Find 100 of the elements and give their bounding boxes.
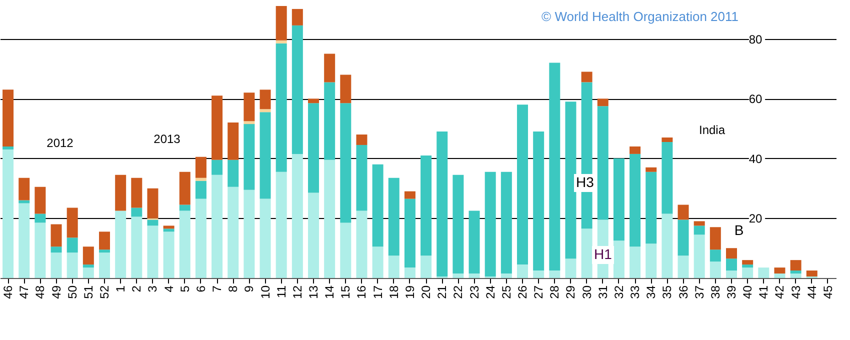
- bar: [372, 164, 384, 247]
- bar: [517, 264, 528, 278]
- bar: [82, 264, 94, 268]
- bar: [50, 224, 62, 247]
- bar: [147, 226, 158, 278]
- bar: [292, 8, 303, 26]
- bar: [533, 132, 544, 271]
- x-tick-label: 51: [81, 285, 96, 299]
- bar: [581, 72, 592, 82]
- bar: [244, 121, 255, 124]
- x-tick-label: 3: [146, 285, 160, 292]
- x-tick-label: 6: [194, 285, 208, 292]
- bar: [452, 174, 464, 274]
- bar: [2, 90, 14, 146]
- x-tick-label: 39: [724, 285, 738, 299]
- bar: [630, 146, 641, 154]
- bar: [131, 178, 142, 208]
- bar: [597, 106, 608, 220]
- bar: [484, 172, 496, 277]
- bar: [228, 160, 239, 187]
- bar: [613, 158, 624, 241]
- bar: [2, 146, 14, 150]
- bar: [99, 250, 110, 253]
- bar: [726, 258, 737, 271]
- bar: [131, 208, 142, 217]
- x-tick-label: 50: [65, 285, 80, 299]
- bar: [694, 221, 705, 226]
- bar: [34, 222, 46, 278]
- bar: [630, 246, 641, 278]
- bar: [195, 180, 206, 199]
- bar: [179, 210, 190, 278]
- bar: [260, 90, 271, 110]
- bar: [613, 240, 624, 278]
- x-tick-label: 49: [49, 285, 64, 299]
- series-label: H1: [594, 246, 612, 262]
- bar: [372, 246, 384, 278]
- x-tick-label: 48: [33, 285, 48, 299]
- bar: [228, 122, 239, 160]
- bar: [244, 190, 255, 278]
- series-label: H3: [576, 174, 594, 190]
- bar: [147, 188, 158, 218]
- bar: [565, 102, 576, 259]
- bar: [356, 210, 368, 278]
- bar: [18, 200, 30, 204]
- bar: [163, 232, 174, 278]
- bar: [468, 274, 480, 278]
- bar: [66, 238, 78, 253]
- bar: [678, 256, 689, 278]
- x-tick-label: 16: [354, 285, 369, 299]
- x-tick-label: 32: [612, 285, 626, 299]
- bar: [131, 216, 142, 278]
- bar: [549, 62, 560, 271]
- bar: [662, 138, 673, 142]
- bar: [276, 40, 287, 44]
- x-tick-label: 34: [644, 285, 658, 299]
- bar: [694, 226, 705, 235]
- bar: [195, 178, 206, 181]
- y-tick-label: 20: [748, 212, 762, 226]
- annotation: 2012: [46, 136, 74, 150]
- annotation: 2013: [154, 132, 181, 146]
- bar: [50, 252, 62, 278]
- x-tick-label: 43: [788, 285, 803, 299]
- x-tick-label: 27: [532, 285, 546, 299]
- bar: [742, 268, 754, 278]
- x-tick-label: 18: [386, 285, 401, 299]
- bar: [99, 252, 110, 278]
- x-tick-label: 20: [419, 285, 434, 299]
- bar: [710, 262, 721, 278]
- bar: [66, 208, 78, 238]
- x-tick-label: 45: [820, 285, 835, 299]
- bar: [646, 167, 657, 172]
- x-tick-label: 9: [242, 285, 256, 292]
- bar: [726, 270, 737, 278]
- bar: [292, 154, 303, 278]
- x-tick-label: 44: [804, 285, 819, 299]
- bar: [742, 260, 754, 265]
- bar: [276, 43, 287, 172]
- bar: [678, 204, 689, 220]
- bar: [790, 270, 802, 274]
- bar: [710, 250, 721, 262]
- bar: [340, 74, 352, 104]
- bar: [212, 160, 223, 175]
- bar: [260, 198, 271, 278]
- bar: [646, 172, 657, 244]
- x-tick-label: 10: [258, 285, 272, 299]
- bar: [726, 248, 737, 259]
- bar: [115, 174, 126, 211]
- bar: [597, 98, 608, 106]
- bar: [147, 220, 158, 226]
- bar: [163, 226, 174, 229]
- bar: [662, 214, 673, 278]
- x-tick-label: 25: [499, 285, 514, 299]
- bar: [292, 25, 303, 154]
- bar: [404, 198, 416, 268]
- y-tick-label: 80: [748, 32, 762, 46]
- x-tick-label: 4: [162, 285, 176, 292]
- y-tick-label: 40: [748, 152, 762, 166]
- bar: [388, 178, 400, 256]
- bar: [260, 112, 271, 199]
- x-tick-label: 35: [660, 285, 674, 299]
